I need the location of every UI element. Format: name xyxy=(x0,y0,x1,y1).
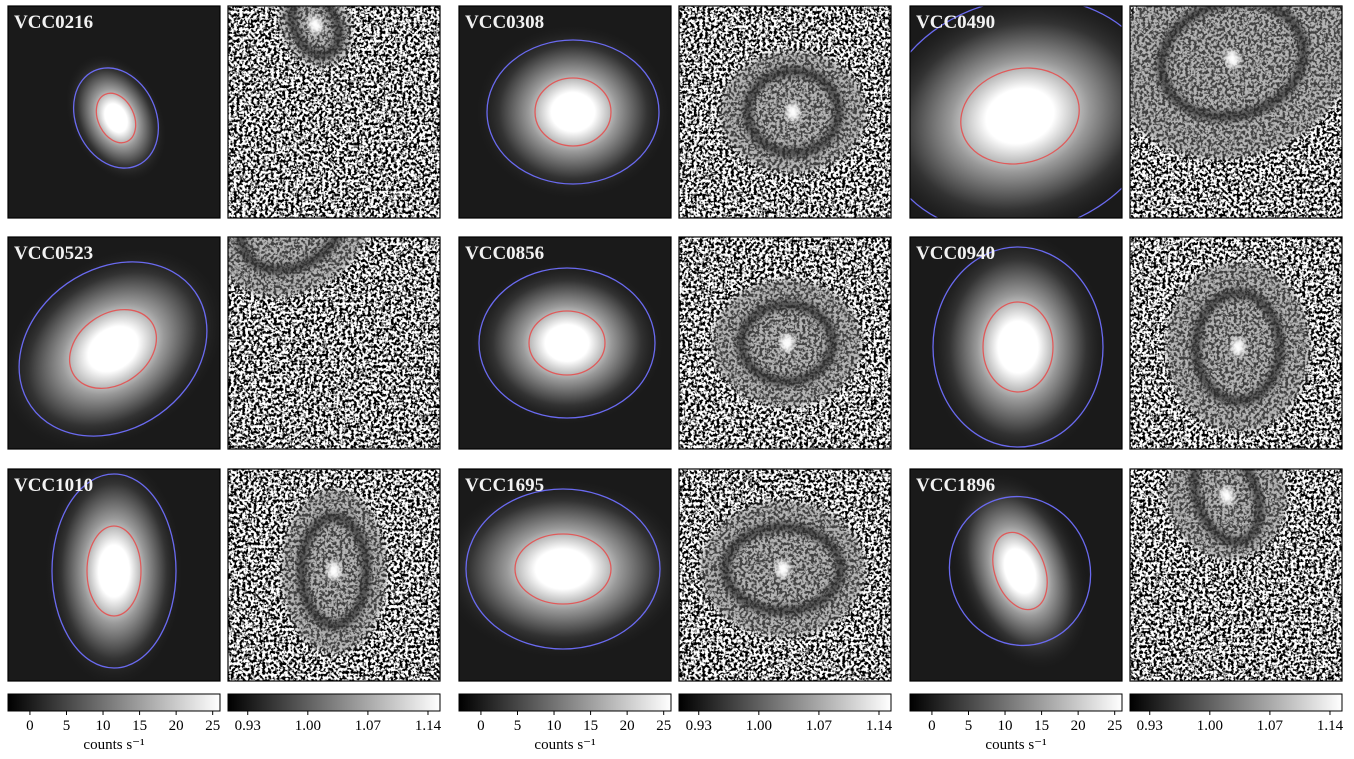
tick-label: 5 xyxy=(63,718,71,734)
panel-label: VCC0856 xyxy=(465,243,544,264)
panel-label: VCC1896 xyxy=(916,475,995,496)
image-panel xyxy=(438,469,688,681)
residual-panel xyxy=(679,6,891,218)
tick-label: 25 xyxy=(205,718,220,734)
tick-label: 0.93 xyxy=(235,718,261,734)
tick-label: 0 xyxy=(928,718,936,734)
colorbar xyxy=(228,694,440,711)
tick-label: 1.14 xyxy=(1317,718,1344,734)
tick-label: 0 xyxy=(26,718,34,734)
panel-label: VCC0308 xyxy=(465,12,544,33)
colorbar-label: counts s⁻¹ xyxy=(83,737,144,753)
residual-core xyxy=(1231,338,1245,356)
tick-label: 25 xyxy=(656,718,671,734)
image-panel xyxy=(459,237,671,449)
colorbar-label: counts s⁻¹ xyxy=(985,737,1046,753)
colorbar xyxy=(8,694,220,711)
tick-label: 25 xyxy=(1107,718,1122,734)
image-panel xyxy=(8,6,220,218)
panel-label: VCC1695 xyxy=(465,475,544,496)
tick-label: 0.93 xyxy=(1137,718,1163,734)
panel-label: VCC0523 xyxy=(14,243,93,264)
panel-label: VCC0940 xyxy=(916,243,995,264)
tick-label: 1.00 xyxy=(295,718,321,734)
colorbar xyxy=(459,694,671,711)
residual-panel xyxy=(228,469,440,681)
tick-label: 1.00 xyxy=(1197,718,1223,734)
colorbar xyxy=(679,694,891,711)
colorbar xyxy=(910,694,1122,711)
tick-label: 1.07 xyxy=(355,718,382,734)
tick-label: 20 xyxy=(1071,718,1086,734)
colorbar-label: counts s⁻¹ xyxy=(534,737,595,753)
residual-core xyxy=(780,334,794,352)
galaxy-light xyxy=(927,230,1109,464)
galaxy-light xyxy=(468,260,666,426)
tick-label: 1.00 xyxy=(746,718,772,734)
tick-label: 15 xyxy=(1034,718,1049,734)
galaxy-light xyxy=(474,24,672,201)
tick-label: 5 xyxy=(514,718,522,734)
residual-panel xyxy=(228,0,440,218)
tick-label: 20 xyxy=(169,718,184,734)
tick-label: 15 xyxy=(583,718,598,734)
galaxy-light xyxy=(438,478,688,660)
residual-panel xyxy=(1130,415,1342,681)
figure: VCC0216 VCC0308 VCC0490 VCC0523 VCC0856 VCC09… xyxy=(0,0,1354,759)
image-panel xyxy=(459,6,672,218)
tick-label: 15 xyxy=(132,718,147,734)
tick-label: 5 xyxy=(965,718,973,734)
tick-label: 0 xyxy=(477,718,485,734)
image-panel xyxy=(910,230,1122,464)
residual-panel xyxy=(1130,237,1342,449)
tick-label: 1.14 xyxy=(866,718,893,734)
residual-core xyxy=(327,562,341,580)
residual-panel xyxy=(679,469,891,681)
tick-label: 1.07 xyxy=(1257,718,1284,734)
tick-label: 0.93 xyxy=(686,718,712,734)
panel-label: VCC1010 xyxy=(14,475,93,496)
residual-core xyxy=(776,560,790,578)
tick-label: 10 xyxy=(96,718,111,734)
tick-label: 20 xyxy=(620,718,635,734)
tick-label: 1.07 xyxy=(806,718,833,734)
colorbar xyxy=(1130,694,1342,711)
tick-label: 1.14 xyxy=(415,718,442,734)
panel-label: VCC0490 xyxy=(916,12,995,33)
tick-label: 10 xyxy=(547,718,562,734)
residual-core xyxy=(786,103,800,121)
tick-label: 10 xyxy=(998,718,1013,734)
residual-panel xyxy=(679,237,891,449)
panel-label: VCC0216 xyxy=(14,12,93,33)
